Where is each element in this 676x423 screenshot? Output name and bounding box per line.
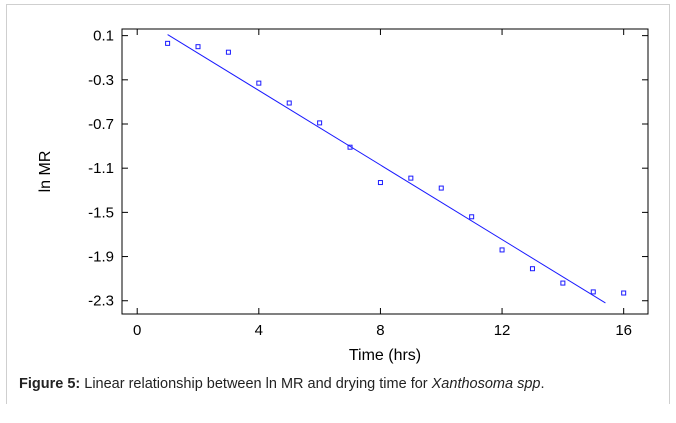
data-point: [590, 289, 596, 295]
x-tick-label: 16: [615, 322, 632, 339]
fit-line: [167, 34, 606, 304]
caption-label: Figure 5:: [19, 376, 81, 392]
data-point: [286, 100, 292, 106]
data-point: [317, 120, 323, 126]
y-tick-label: -1.9: [88, 249, 114, 266]
data-point: [195, 44, 201, 50]
y-tick-label: 0.1: [93, 28, 114, 45]
y-axis-ticks: 0.1 -0.3 -0.7 -1.1 -1.5 -1.9 -2.3: [88, 28, 648, 310]
y-axis-title: ln MR: [37, 151, 54, 193]
y-tick-label: -0.3: [88, 72, 114, 89]
data-point: [499, 247, 505, 253]
data-point: [529, 266, 535, 272]
x-tick-label: 4: [255, 322, 263, 339]
x-axis-title: Time (hrs): [349, 347, 421, 364]
data-point: [408, 175, 414, 181]
data-point: [621, 290, 627, 296]
x-tick-label: 0: [133, 322, 141, 339]
data-point: [377, 180, 383, 186]
data-point: [225, 49, 231, 55]
y-tick-label: -1.1: [88, 160, 114, 177]
figure-caption: Figure 5: Linear relationship between ln…: [19, 374, 659, 394]
y-tick-label: -1.5: [88, 204, 114, 221]
data-point: [347, 144, 353, 150]
data-point: [560, 280, 566, 286]
plot-area: [121, 28, 649, 315]
x-axis-ticks: 0 4 8 12 16: [133, 29, 632, 339]
frame-bottom-cap: [6, 404, 670, 423]
data-points: [165, 40, 627, 296]
data-point: [438, 185, 444, 191]
caption-species: Xanthosoma spp: [431, 376, 541, 392]
data-point: [256, 80, 262, 86]
chart: 0.1 -0.3 -0.7 -1.1 -1.5 -1.9 -2.3 0 4 8 12 16 Time…: [37, 28, 649, 364]
x-tick-label: 8: [376, 322, 384, 339]
y-tick-label: -0.7: [88, 116, 114, 133]
x-tick-label: 12: [494, 322, 511, 339]
data-point: [165, 40, 171, 46]
y-tick-label: -2.3: [88, 293, 114, 310]
data-point: [469, 214, 475, 220]
figure-frame: [6, 4, 670, 422]
caption-end: .: [540, 376, 545, 392]
caption-text: Linear relationship between ln MR and dr…: [80, 376, 432, 392]
